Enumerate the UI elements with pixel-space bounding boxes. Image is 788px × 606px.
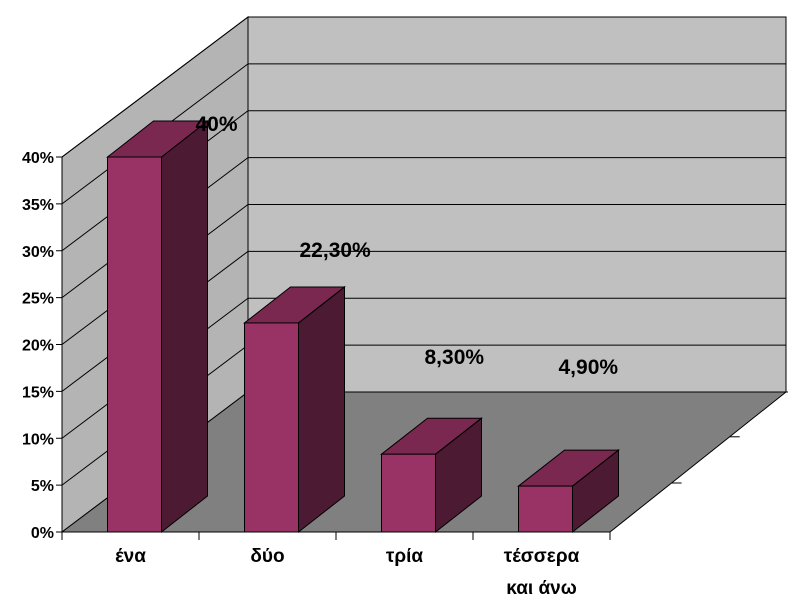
x-tick-label: τρία xyxy=(386,546,424,567)
y-tick-label: 30% xyxy=(22,244,54,261)
y-tick-label: 15% xyxy=(22,384,54,401)
data-label: 8,30% xyxy=(425,346,485,369)
x-tick-label-line: και άνω xyxy=(506,578,577,599)
bar xyxy=(381,453,436,533)
y-tick-label: 5% xyxy=(31,478,54,495)
x-tick-label-line: τρία xyxy=(386,546,424,567)
bar-side xyxy=(298,285,345,534)
y-tick-label: 35% xyxy=(22,197,54,214)
x-tick-label: δύο xyxy=(250,546,284,567)
y-tick-label: 0% xyxy=(31,525,54,542)
x-tick-label-line: δύο xyxy=(250,546,284,567)
bar xyxy=(244,322,299,533)
data-label: 22,30% xyxy=(300,239,372,262)
bar xyxy=(107,156,162,533)
x-tick-label: τέσσερα και άνω xyxy=(504,546,580,599)
bar-side xyxy=(161,119,208,534)
data-label: 40% xyxy=(196,113,238,136)
x-tick-label-line: ένα xyxy=(115,546,146,567)
y-tick-label: 10% xyxy=(22,431,54,448)
labels: 0% 5% 10% 15% 20% 25% 30% 35% 40% 40% ένα 22,30% δύο… xyxy=(22,113,618,599)
data-label: 4,90% xyxy=(559,356,619,379)
x-tick-label-line: τέσσερα xyxy=(504,546,580,567)
gridline-side xyxy=(61,16,249,158)
y-tick-label: 25% xyxy=(22,291,54,308)
y-tick-label: 40% xyxy=(22,150,54,167)
y-tick-label: 20% xyxy=(22,338,54,355)
bar xyxy=(518,485,573,533)
x-tick-label: ένα xyxy=(115,546,146,567)
bars xyxy=(106,119,620,534)
